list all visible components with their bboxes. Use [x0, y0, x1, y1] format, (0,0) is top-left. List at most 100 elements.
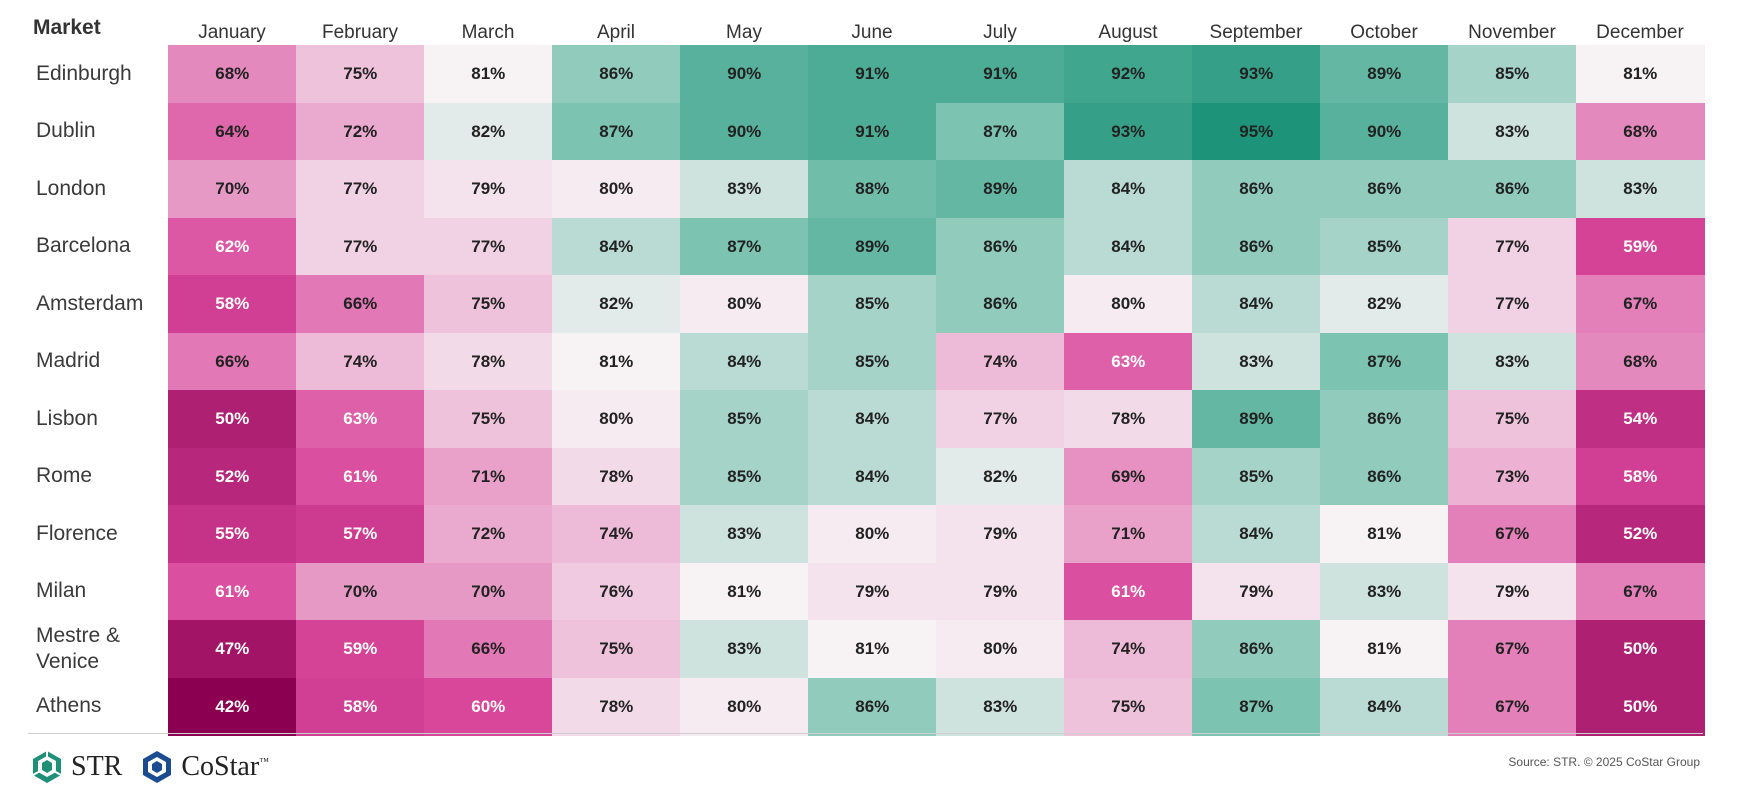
heatmap-cell: 50% [1576, 620, 1705, 678]
cell-value-label: 79% [983, 581, 1018, 601]
cell-value-label: 70% [343, 581, 378, 601]
heatmap-cell: 84% [808, 390, 937, 448]
cell-value-label: 75% [599, 639, 634, 658]
heatmap-cell: 82% [1320, 275, 1449, 333]
cell-value-label: 67% [1495, 696, 1530, 716]
cell-value-label: 59% [1623, 236, 1658, 256]
cell-value-label: 80% [983, 639, 1018, 658]
cell-value-label: 84% [727, 351, 762, 371]
cell-value-label: 81% [855, 639, 890, 658]
heatmap-cell: 93% [1064, 102, 1193, 161]
cell-value-label: 73% [1495, 466, 1530, 486]
cell-value-label: 72% [343, 121, 378, 141]
cell-value-label: 86% [983, 294, 1018, 313]
heatmap-cell: 83% [1448, 332, 1577, 391]
cell-value-label: 82% [471, 121, 506, 141]
cell-value-label: 80% [855, 524, 890, 543]
heatmap-cell: 55% [168, 505, 297, 563]
heatmap-cell: 90% [1320, 102, 1449, 161]
cell-value-label: 84% [1111, 179, 1146, 198]
cell-value-label: 74% [599, 524, 634, 543]
cell-value-label: 88% [855, 179, 890, 198]
heatmap-cell: 83% [936, 677, 1065, 736]
row-label-lisbon: Lisbon [36, 406, 98, 430]
cell-value-label: 80% [727, 294, 762, 313]
cell-value-label: 87% [1239, 696, 1274, 716]
heatmap-cell: 86% [936, 217, 1065, 276]
heatmap-cell: 77% [1448, 275, 1577, 333]
cell-value-label: 77% [1495, 236, 1530, 256]
heatmap-cell: 80% [808, 505, 937, 563]
cell-value-label: 82% [1367, 294, 1402, 313]
row-label-amsterdam: Amsterdam [36, 291, 144, 315]
row-label-london: London [36, 176, 107, 200]
cell-value-label: 87% [599, 121, 634, 141]
heatmap-cell: 81% [680, 562, 809, 621]
heatmap-cell: 85% [680, 447, 809, 506]
cell-value-label: 61% [215, 581, 250, 601]
heatmap-cell: 57% [296, 505, 425, 563]
column-header-may: May [726, 22, 762, 43]
heatmap-cell: 63% [1064, 332, 1193, 391]
heatmap-cell: 80% [936, 620, 1065, 678]
cell-value-label: 85% [855, 294, 890, 313]
heatmap-cell: 58% [168, 275, 297, 333]
row-header-label: Market [33, 16, 101, 39]
cell-value-label: 68% [215, 64, 250, 83]
cell-value-label: 83% [1239, 351, 1274, 371]
cell-value-label: 91% [855, 121, 890, 141]
cell-value-label: 77% [983, 409, 1018, 428]
cell-value-label: 67% [1623, 581, 1658, 601]
heatmap-cell: 86% [1192, 217, 1321, 276]
row-label-athens: Athens [36, 694, 102, 718]
cell-value-label: 86% [855, 696, 890, 716]
cell-value-label: 83% [1495, 351, 1530, 371]
cell-value-label: 74% [983, 351, 1018, 371]
cell-value-label: 87% [727, 236, 762, 256]
cell-value-label: 86% [1367, 409, 1402, 428]
row-label-barcelona: Barcelona [36, 234, 131, 258]
cell-value-label: 79% [983, 524, 1018, 543]
cell-value-label: 78% [1111, 409, 1146, 428]
cell-value-label: 52% [1623, 524, 1658, 543]
cell-value-label: 75% [343, 64, 378, 83]
cell-value-label: 62% [215, 236, 250, 256]
heatmap-cell: 68% [1576, 332, 1705, 391]
cell-value-label: 86% [1367, 179, 1402, 198]
heatmap-cell: 83% [680, 505, 809, 563]
cell-value-label: 67% [1495, 639, 1530, 658]
heatmap-cell: 86% [552, 45, 681, 103]
cell-value-label: 86% [1495, 179, 1530, 198]
cell-value-label: 91% [855, 64, 890, 83]
heatmap-cell: 58% [1576, 447, 1705, 506]
row-label-madrid: Madrid [36, 349, 101, 373]
heatmap-cell: 83% [680, 160, 809, 218]
heatmap-cell: 90% [680, 102, 809, 161]
heatmap-cell: 82% [424, 102, 553, 161]
heatmap-cell: 66% [424, 620, 553, 678]
cell-value-label: 79% [1239, 581, 1274, 601]
heatmap-cell: 84% [1192, 505, 1321, 563]
heatmap-cell: 87% [680, 217, 809, 276]
costar-logo-text: CoStar™ [181, 751, 269, 782]
heatmap-cell: 87% [552, 102, 681, 161]
heatmap-cell: 70% [168, 160, 297, 218]
cell-value-label: 89% [1239, 409, 1274, 428]
cell-value-label: 81% [599, 351, 634, 371]
heatmap-cell: 86% [1192, 160, 1321, 218]
footer-logos: STR CoStar™ [30, 748, 269, 786]
heatmap-cell: 91% [808, 102, 937, 161]
cell-value-label: 86% [1239, 236, 1274, 256]
cell-value-label: 66% [343, 294, 378, 313]
heatmap-cell: 67% [1448, 677, 1577, 736]
heatmap-cell: 84% [1064, 160, 1193, 218]
cell-value-label: 85% [727, 466, 762, 486]
cell-value-label: 64% [215, 121, 250, 141]
cell-value-label: 74% [343, 351, 378, 371]
heatmap-cell: 50% [1576, 677, 1705, 736]
heatmap-cell: 67% [1448, 505, 1577, 563]
cell-value-label: 86% [1367, 466, 1402, 486]
cell-value-label: 85% [1495, 64, 1530, 83]
heatmap-cell: 77% [424, 217, 553, 276]
cell-value-label: 75% [1495, 409, 1530, 428]
